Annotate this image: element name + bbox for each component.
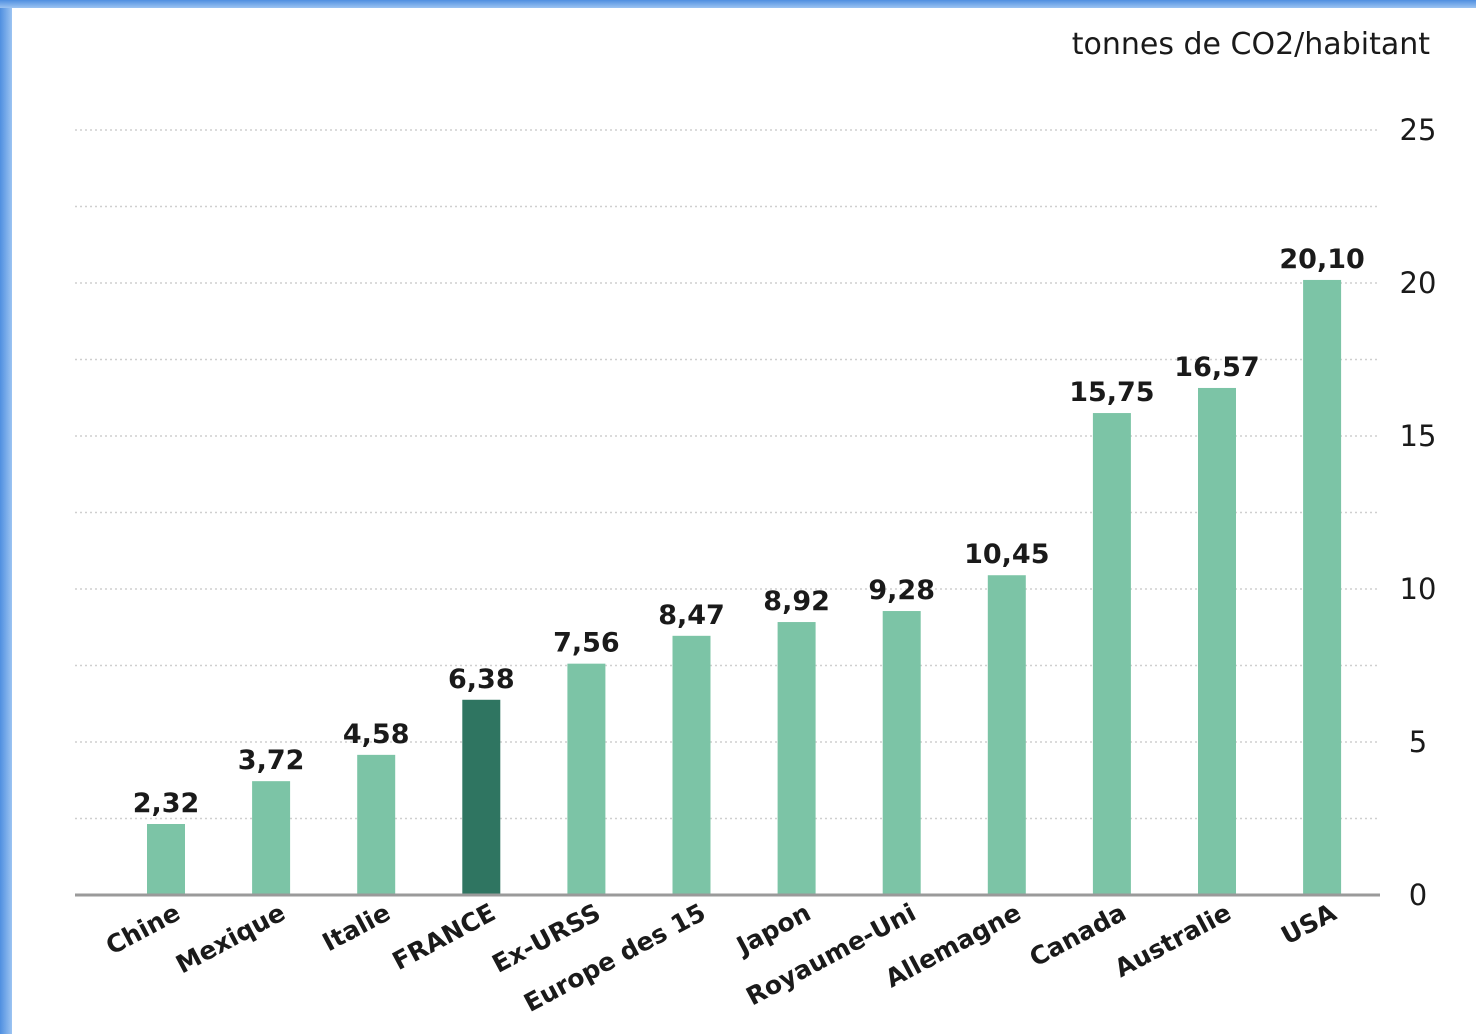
value-label: 6,38 xyxy=(448,664,515,695)
value-label: 3,72 xyxy=(238,745,305,776)
y-axis-unit-label: tonnes de CO2/habitant xyxy=(1072,27,1430,62)
value-label: 8,47 xyxy=(658,600,725,631)
bar xyxy=(1092,413,1131,895)
bars xyxy=(147,279,1342,895)
value-label: 15,75 xyxy=(1069,377,1154,408)
value-label: 8,92 xyxy=(763,586,830,617)
y-tick-label: 15 xyxy=(1400,419,1437,453)
value-label: 20,10 xyxy=(1279,244,1364,275)
category-label: Europe des 15 xyxy=(519,898,710,1018)
value-label: 9,28 xyxy=(868,575,935,606)
y-tick-label: 5 xyxy=(1409,725,1427,759)
category-label: Chine xyxy=(101,898,185,961)
value-label: 10,45 xyxy=(964,539,1049,570)
bar xyxy=(672,635,711,895)
category-label: USA xyxy=(1276,897,1341,950)
y-tick-label: 20 xyxy=(1400,266,1437,300)
value-labels: 2,32 3,72 4,58 6,38 7,56 8,47 8,92 9,28 10,45 15,… xyxy=(133,244,1365,819)
value-label: 16,57 xyxy=(1174,352,1259,383)
bar xyxy=(882,611,921,895)
y-axis-ticks: 0 5 10 15 20 25 xyxy=(1400,113,1437,912)
bar xyxy=(567,663,606,895)
category-label: Italie xyxy=(318,898,395,958)
category-label: Japon xyxy=(730,898,815,962)
bar xyxy=(1198,387,1236,895)
value-label: 2,32 xyxy=(133,788,200,819)
bar xyxy=(147,824,185,895)
bar xyxy=(357,754,396,895)
category-label: FRANCE xyxy=(388,898,501,976)
category-label: Australie xyxy=(1110,898,1236,983)
bar xyxy=(987,575,1026,895)
bar xyxy=(1303,279,1342,895)
window-border-left xyxy=(0,0,12,1034)
bar xyxy=(252,781,291,895)
category-label: Mexique xyxy=(171,898,290,980)
window-border-top xyxy=(0,0,1476,8)
value-label: 7,56 xyxy=(553,628,620,659)
bar xyxy=(777,622,816,895)
gridlines xyxy=(75,129,1380,820)
bar xyxy=(462,699,501,895)
y-tick-label: 10 xyxy=(1400,572,1437,606)
value-label: 4,58 xyxy=(343,719,410,750)
y-tick-label: 25 xyxy=(1400,113,1437,147)
y-tick-label: 0 xyxy=(1409,878,1427,912)
